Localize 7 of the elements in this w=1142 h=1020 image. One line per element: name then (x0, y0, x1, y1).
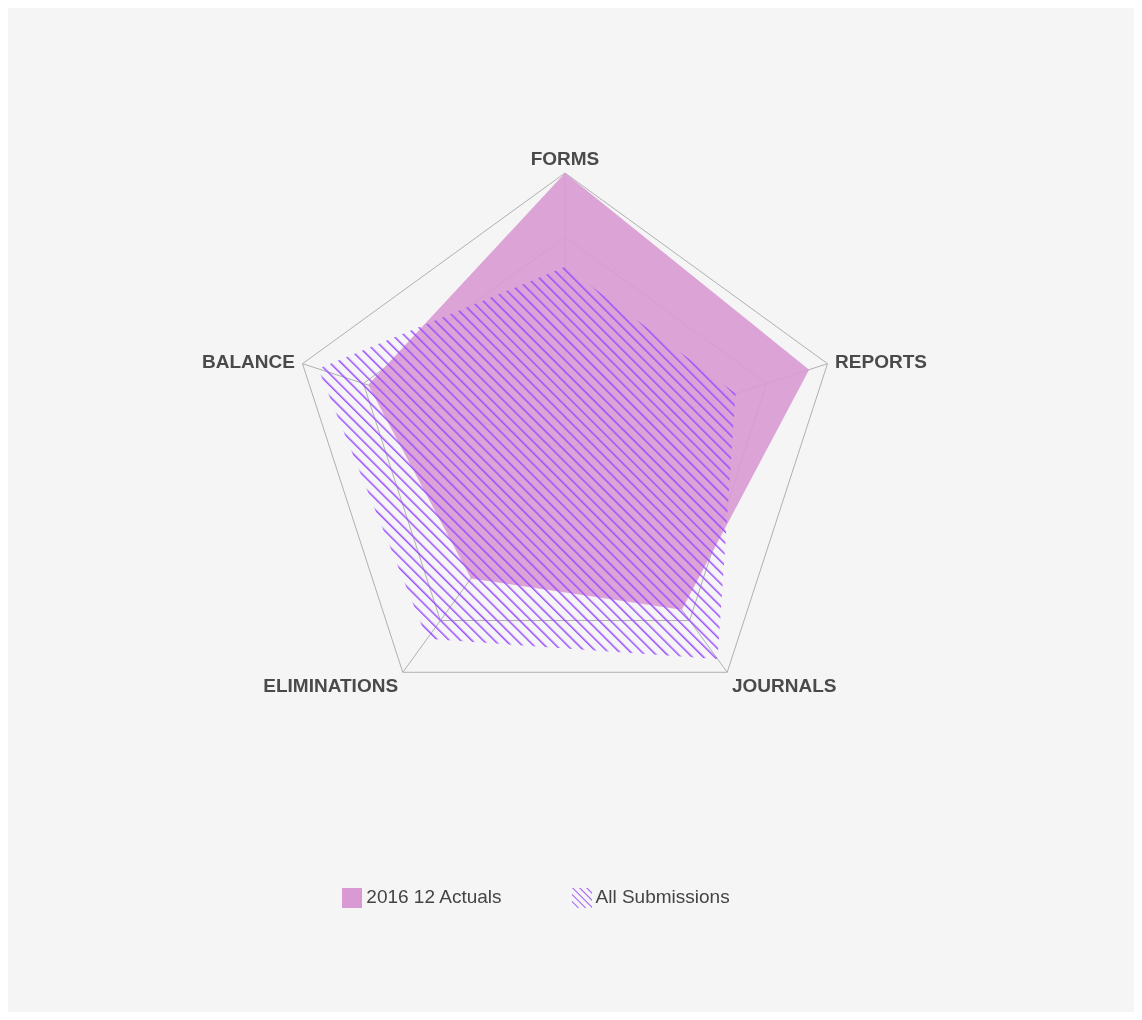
spoke-label: BALANCE (202, 350, 295, 372)
spoke-label: JOURNALS (731, 675, 837, 697)
spoke-label: ELIMINATIONS (263, 675, 399, 697)
spoke-label: FORMS (530, 148, 600, 169)
spoke-label: REPORTS (835, 350, 927, 372)
legend-label: All Submissions (595, 886, 730, 907)
legend-label: 2016 12 Actuals (366, 886, 502, 907)
